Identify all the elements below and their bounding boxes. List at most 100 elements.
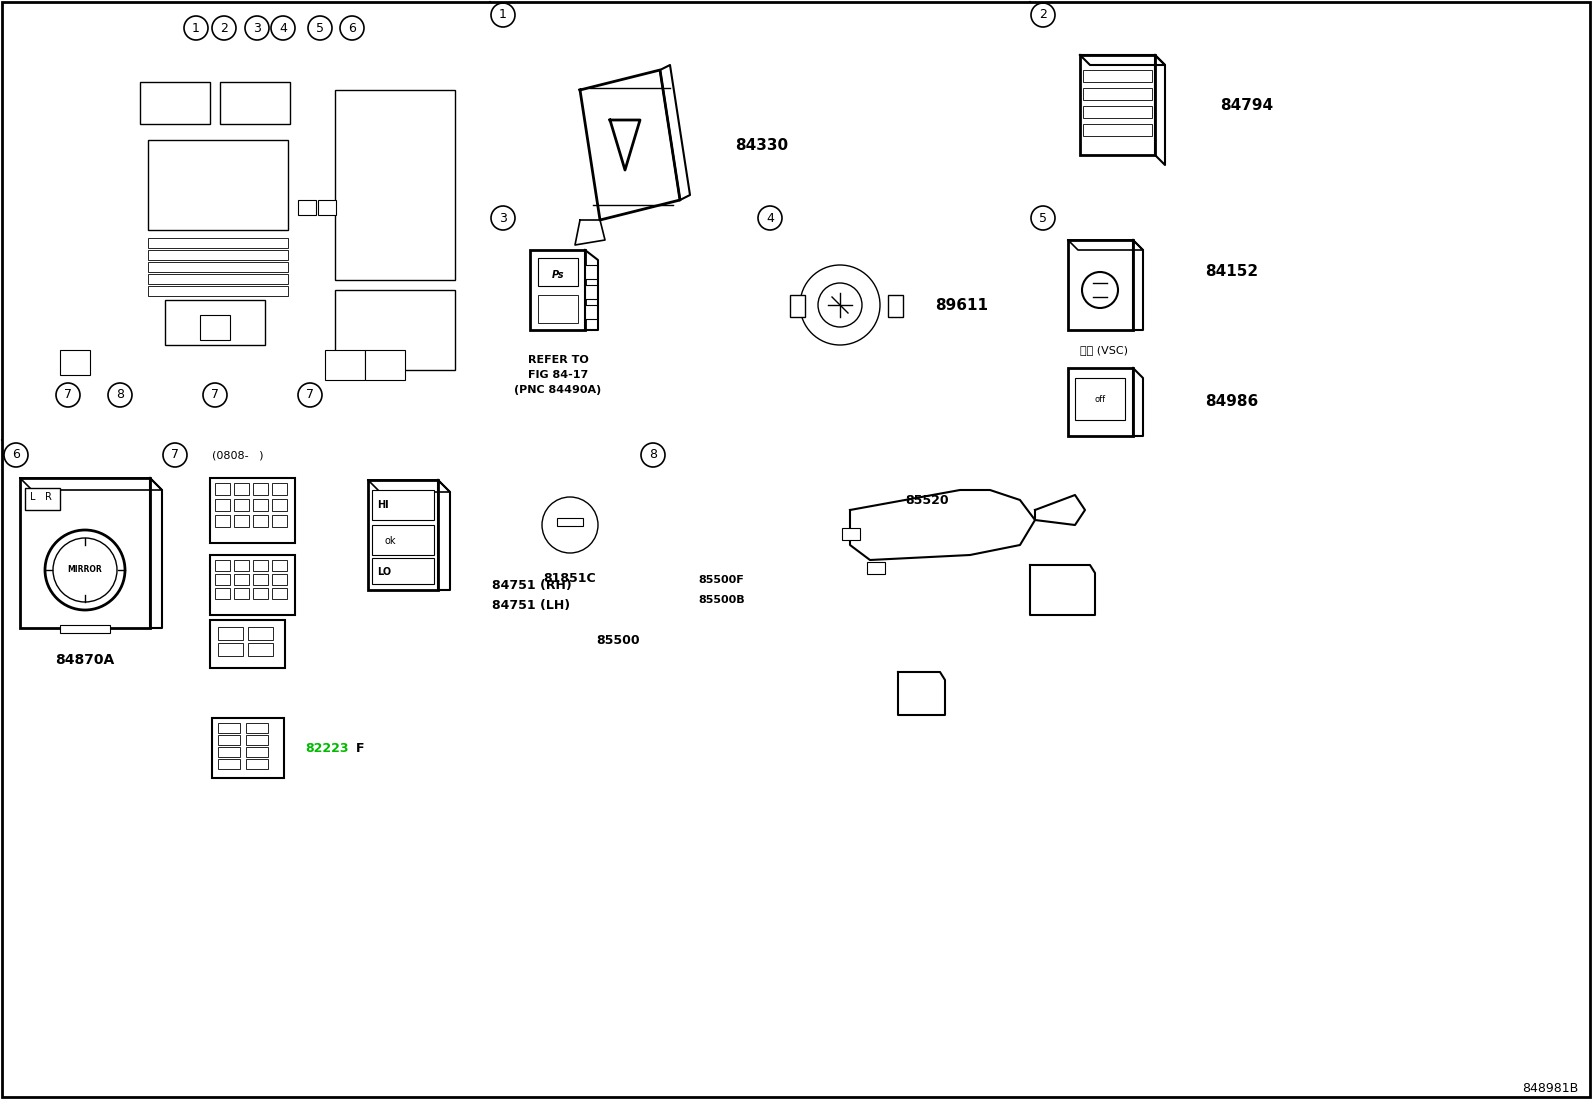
Text: (PNC 84490A): (PNC 84490A) [514,385,602,395]
Bar [538,295,578,323]
Bar [166,300,264,345]
Text: 7: 7 [170,448,178,462]
Bar [365,349,404,380]
Bar [220,82,290,124]
Bar [201,315,229,340]
Bar [888,295,903,317]
Polygon shape [661,65,689,200]
Bar [218,643,244,656]
Text: 8: 8 [116,389,124,401]
Text: 4: 4 [766,211,774,224]
Bar [218,628,244,640]
Polygon shape [21,478,162,490]
Text: 3: 3 [498,211,506,224]
Bar [368,480,438,590]
Text: 3: 3 [253,22,261,34]
Bar [218,735,240,745]
Text: L: L [30,492,35,502]
Text: F: F [357,742,365,755]
Text: (0808-   ): (0808- ) [212,449,264,460]
Bar [215,588,229,599]
Text: 1: 1 [498,9,506,22]
Text: Ps: Ps [552,270,564,280]
Bar [272,588,287,599]
Text: off: off [1094,396,1105,404]
Polygon shape [1134,368,1143,436]
Bar [60,625,110,633]
Text: 85500: 85500 [597,633,640,646]
Bar [218,759,240,769]
Bar [584,306,597,319]
Polygon shape [1079,55,1165,65]
Bar [218,723,240,733]
Bar [318,200,336,215]
Bar [1075,378,1126,420]
Text: 5: 5 [315,22,325,34]
Bar [253,482,267,495]
Bar [253,499,267,511]
Bar [247,723,267,733]
Text: 848981B: 848981B [1522,1081,1578,1095]
Bar [842,528,860,540]
Polygon shape [1068,240,1143,249]
Bar [248,628,272,640]
Text: 85500F: 85500F [697,575,743,585]
Polygon shape [438,480,451,590]
Bar [557,518,583,526]
Text: R: R [45,492,53,502]
Bar [210,555,295,615]
Text: HI: HI [377,500,388,510]
Text: 7: 7 [64,389,72,401]
Text: 4: 4 [279,22,287,34]
Bar [298,200,315,215]
Polygon shape [1030,565,1095,615]
Text: 82223: 82223 [306,742,349,755]
Bar [253,515,267,528]
Bar [234,515,248,528]
Bar [215,482,229,495]
Bar [148,140,288,230]
Bar [272,560,287,571]
Bar [21,478,150,628]
Text: 5: 5 [1040,211,1048,224]
Text: 6: 6 [13,448,21,462]
Text: 84794: 84794 [1219,98,1274,112]
Text: 1: 1 [193,22,201,34]
Bar [140,82,210,124]
Bar [234,482,248,495]
Bar [247,759,267,769]
Text: 8: 8 [650,448,657,462]
Bar [325,349,365,380]
Bar [253,560,267,571]
Bar [334,290,455,370]
Bar [215,499,229,511]
Text: 85500B: 85500B [697,595,745,606]
Bar [247,747,267,757]
Bar [234,499,248,511]
Text: 81851C: 81851C [544,571,597,585]
Bar [272,482,287,495]
Bar [210,478,295,543]
Bar [530,249,584,330]
Bar [584,265,597,279]
Circle shape [982,470,1017,506]
Bar [148,274,288,284]
Bar [790,295,806,317]
Circle shape [45,530,126,610]
Bar [272,574,287,585]
Circle shape [791,257,888,353]
Bar [1083,106,1153,118]
Bar [373,558,435,584]
Bar [247,735,267,745]
Bar [148,262,288,271]
Bar [215,515,229,528]
Bar [212,718,283,778]
Bar [1083,88,1153,100]
Polygon shape [1035,495,1086,525]
Bar [218,747,240,757]
Polygon shape [150,478,162,628]
Text: LO: LO [377,567,392,577]
Polygon shape [1134,240,1143,330]
Bar [538,258,578,286]
Polygon shape [579,70,680,220]
